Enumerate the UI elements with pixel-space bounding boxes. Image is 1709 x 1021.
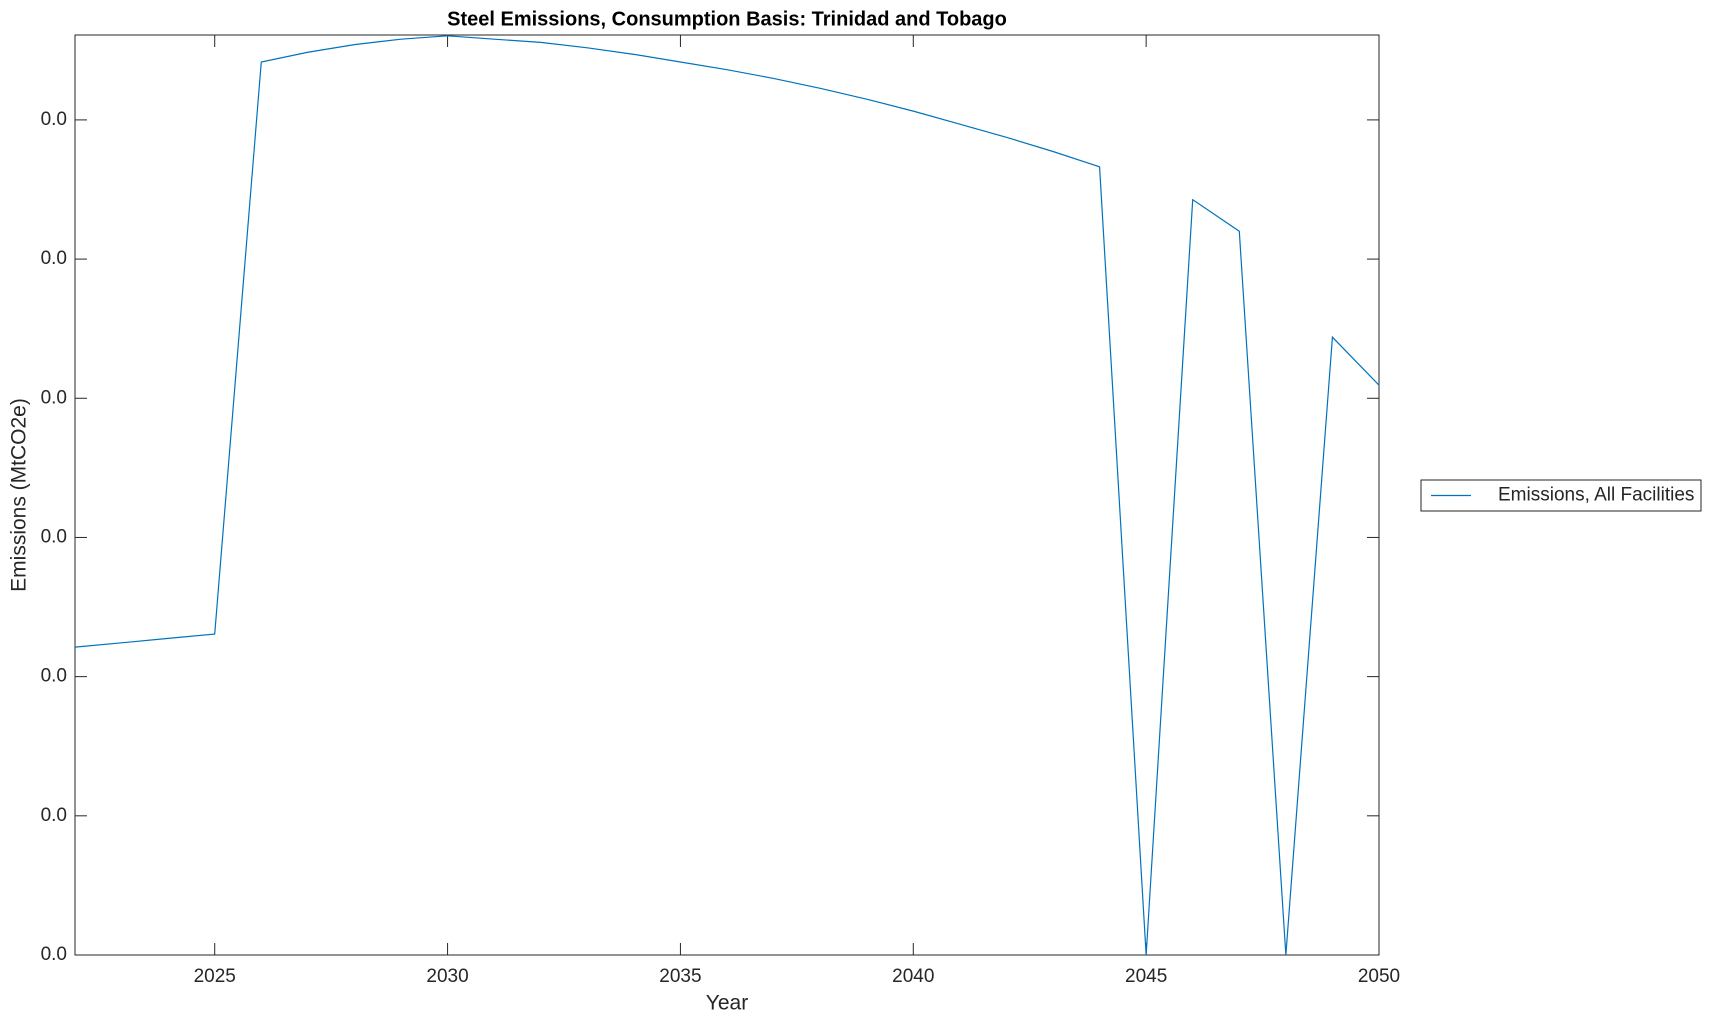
y-tick-label: 0.0 <box>41 666 67 687</box>
plot-area <box>74 34 1380 956</box>
y-tick-label: 0.0 <box>41 248 67 269</box>
x-axis-label: Year <box>706 992 748 1015</box>
legend-label: Emissions, All Facilities <box>1498 485 1694 506</box>
x-tick-label: 2040 <box>892 966 934 987</box>
y-tick-label: 0.0 <box>41 387 67 408</box>
x-tick-label: 2050 <box>1358 966 1400 987</box>
x-tick-label: 2045 <box>1125 966 1167 987</box>
data-line <box>74 35 1380 956</box>
y-axis-label: Emissions (MtCO2e) <box>8 398 31 592</box>
y-tick-label: 0.0 <box>41 944 67 965</box>
x-tick-label: 2025 <box>194 966 236 987</box>
y-tick-label: 0.0 <box>41 805 67 826</box>
x-tick-label: 2035 <box>659 966 701 987</box>
y-tick-label: 0.0 <box>41 526 67 547</box>
x-tick-label: 2030 <box>426 966 468 987</box>
y-tick-label: 0.0 <box>41 109 67 130</box>
chart-title: Steel Emissions, Consumption Basis: Trin… <box>447 8 1007 30</box>
